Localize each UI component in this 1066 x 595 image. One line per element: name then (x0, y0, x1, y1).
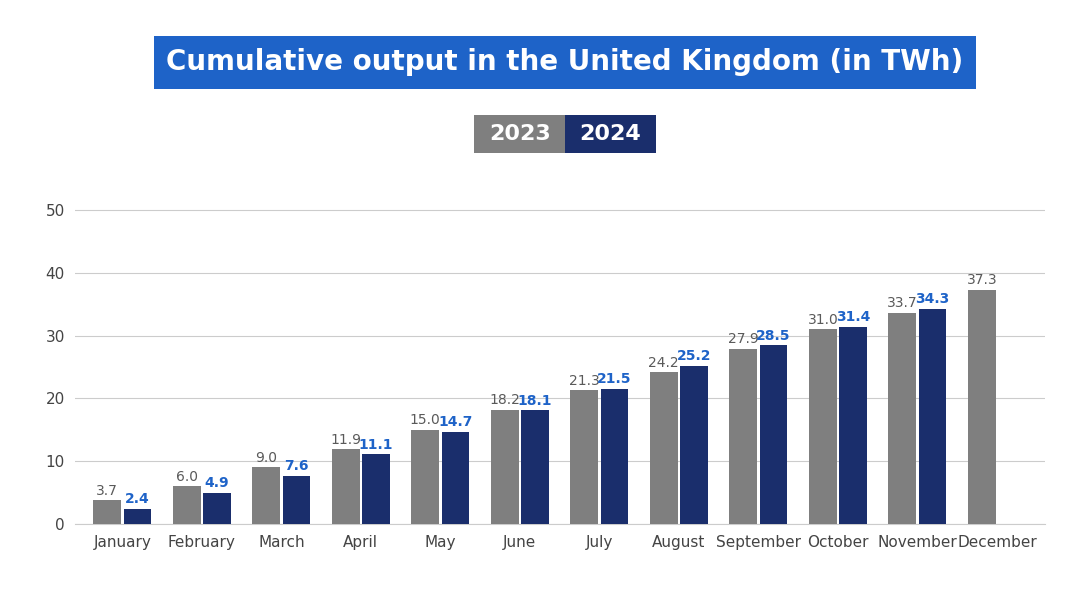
Text: 6.0: 6.0 (176, 469, 197, 484)
Bar (490, 409, 519, 524)
Bar (253, 467, 280, 524)
Bar (173, 486, 200, 524)
Text: 18.1: 18.1 (518, 394, 552, 408)
Text: 25.2: 25.2 (677, 349, 711, 364)
Text: 24.2: 24.2 (648, 356, 679, 369)
Bar (411, 430, 439, 524)
Bar (760, 345, 788, 524)
Text: 2023: 2023 (489, 124, 550, 144)
Text: 34.3: 34.3 (916, 292, 950, 306)
Text: 37.3: 37.3 (967, 274, 997, 287)
Text: 31.0: 31.0 (807, 313, 838, 327)
Bar (203, 493, 231, 524)
Text: 21.5: 21.5 (597, 372, 632, 386)
Bar (570, 390, 598, 524)
Text: 18.2: 18.2 (489, 393, 520, 407)
Bar (968, 290, 996, 524)
Bar (441, 431, 469, 524)
Text: 11.1: 11.1 (359, 437, 393, 452)
Text: 4.9: 4.9 (205, 477, 229, 490)
Bar (729, 349, 757, 524)
Bar (650, 372, 678, 524)
Bar (809, 330, 837, 524)
Bar (282, 476, 310, 524)
Text: 2.4: 2.4 (125, 492, 150, 506)
Bar (839, 327, 867, 524)
Text: 31.4: 31.4 (836, 311, 870, 324)
Text: 33.7: 33.7 (887, 296, 918, 310)
Bar (124, 509, 151, 524)
Bar (600, 389, 629, 524)
Text: Cumulative output in the United Kingdom (in TWh): Cumulative output in the United Kingdom … (166, 48, 964, 77)
Text: 9.0: 9.0 (255, 451, 277, 465)
Bar (919, 309, 947, 524)
Text: 28.5: 28.5 (756, 328, 791, 343)
Bar (680, 366, 708, 524)
Text: 2024: 2024 (580, 124, 641, 144)
Text: 27.9: 27.9 (728, 333, 759, 346)
Text: 3.7: 3.7 (96, 484, 118, 498)
Bar (521, 410, 549, 524)
Text: 21.3: 21.3 (569, 374, 600, 388)
Bar (332, 449, 359, 524)
Text: 11.9: 11.9 (330, 433, 361, 447)
Text: 15.0: 15.0 (410, 413, 440, 427)
Text: 14.7: 14.7 (438, 415, 472, 429)
Bar (362, 454, 390, 524)
Bar (94, 500, 122, 524)
Text: 7.6: 7.6 (285, 459, 309, 474)
Bar (888, 312, 917, 524)
